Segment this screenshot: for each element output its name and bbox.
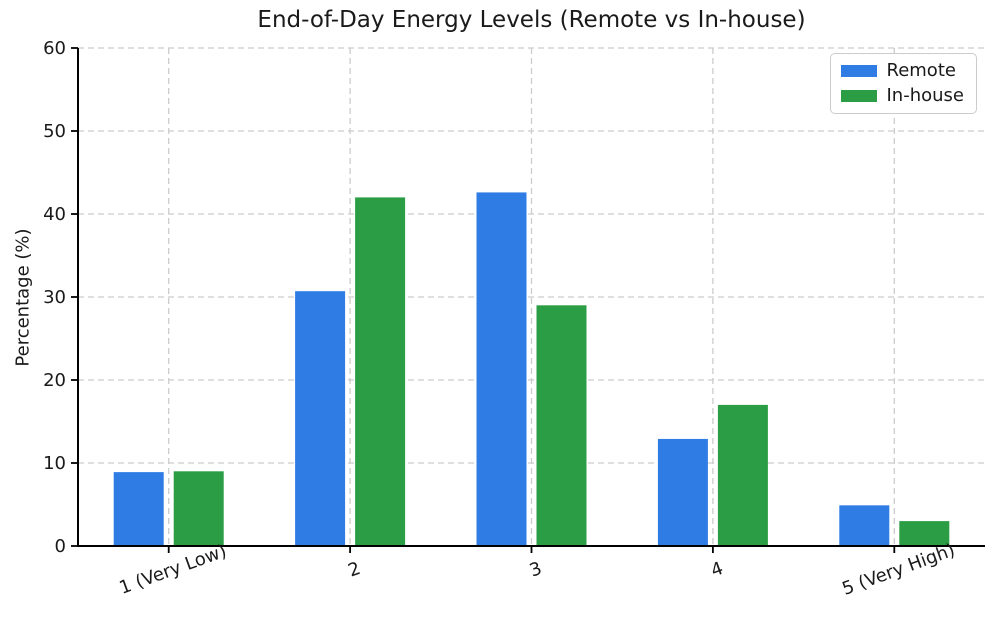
bar-remote-3 [476,192,527,547]
y-tick-label-20: 20 [43,370,66,391]
legend-swatch-inhouse [840,90,877,102]
y-tick-label-30: 30 [43,287,66,308]
chart-title: End-of-Day Energy Levels (Remote vs In-h… [257,7,806,33]
legend-item-remote: Remote [840,60,965,81]
x-tick-label-5: 5 (Very High) [839,540,957,600]
y-tick-label-50: 50 [43,121,66,142]
bar-remote-1 [113,472,164,546]
y-tick-label-0: 0 [55,536,66,557]
x-tick-label-1: 1 (Very Low) [117,541,230,599]
y-tick-label-40: 40 [43,204,66,225]
bar-inhouse-1 [173,471,224,546]
bar-inhouse-3 [536,305,587,546]
legend-item-inhouse: In-house [840,85,965,106]
bar-remote-5 [839,505,890,546]
bar-remote-4 [657,438,708,546]
legend-label-inhouse: In-house [886,85,965,106]
bar-inhouse-5 [899,521,950,546]
legend: Remote In-house [829,53,977,114]
x-tick-label-4: 4 [708,558,726,582]
y-tick-label-60: 60 [43,38,66,59]
legend-swatch-remote [840,65,877,77]
legend-label-remote: Remote [886,60,956,81]
bar-inhouse-4 [717,404,768,546]
x-tick-label-2: 2 [345,558,363,582]
x-tick-label-3: 3 [527,558,545,582]
y-tick-label-10: 10 [43,453,66,474]
bar-inhouse-2 [355,197,406,546]
bar-remote-2 [295,291,346,546]
